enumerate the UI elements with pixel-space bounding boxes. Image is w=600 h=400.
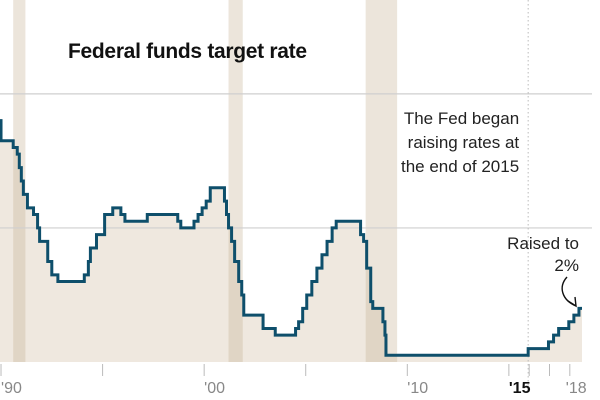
annotations: The Fed began raising rates at the end of … [401, 109, 579, 308]
x-tick-label: '00 [204, 380, 225, 397]
x-tick-label: '15 [509, 380, 531, 397]
rate-line-path [0, 119, 582, 357]
x-tick-label: '90 [1, 380, 22, 397]
chart-title: Federal funds target rate [68, 40, 307, 63]
annotation-raised-to: Raised to [507, 234, 579, 253]
arrowhead-icon [567, 296, 577, 308]
x-axis: '90 '00 '10 '15 '18 [0, 364, 587, 397]
x-tick-label: '10 [407, 380, 428, 397]
annotation-fed-began: the end of 2015 [401, 157, 519, 176]
annotation-raised-to: 2% [554, 256, 579, 275]
rate-line [0, 119, 582, 357]
annotation-fed-began: The Fed began [404, 109, 519, 128]
rate-area-fill [0, 120, 582, 363]
x-tick-label: '18 [566, 380, 587, 397]
gridlines [0, 93, 592, 229]
annotation-fed-began: raising rates at [408, 133, 520, 152]
